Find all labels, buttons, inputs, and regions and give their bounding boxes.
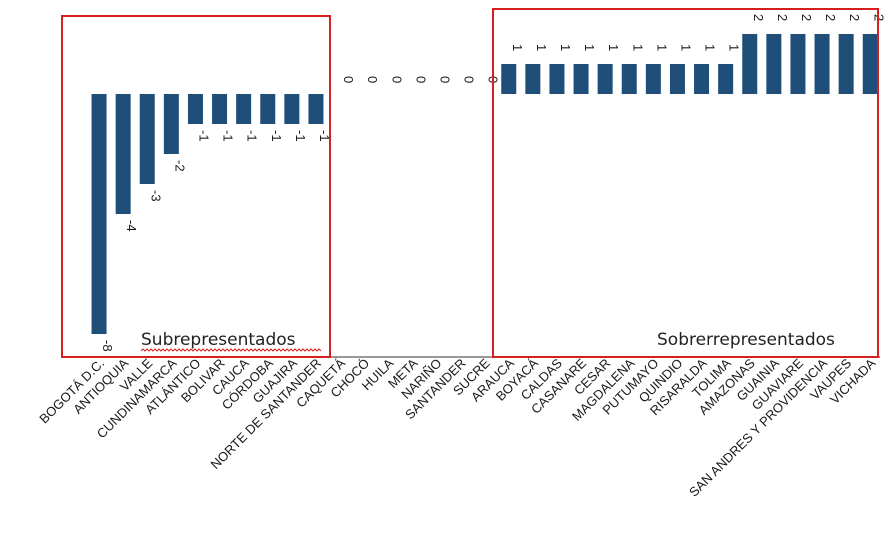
bar	[501, 64, 517, 94]
value-label: -1	[245, 130, 260, 142]
value-label: -8	[100, 340, 115, 352]
bar	[621, 64, 637, 94]
bar	[718, 64, 734, 94]
value-label: 0	[437, 76, 452, 83]
value-label: 1	[534, 44, 549, 51]
value-label: 1	[727, 44, 742, 51]
value-label: 2	[751, 14, 766, 21]
value-label: -1	[293, 130, 308, 142]
value-label: 2	[799, 14, 814, 21]
bar	[573, 64, 589, 94]
bar	[163, 94, 179, 154]
bar	[212, 94, 228, 124]
value-label: -1	[196, 130, 211, 142]
bar	[236, 94, 252, 124]
value-label: 2	[847, 14, 862, 21]
bar	[766, 34, 782, 94]
bar	[284, 94, 300, 124]
bar	[814, 34, 830, 94]
bar	[645, 64, 661, 94]
bar	[669, 64, 685, 94]
value-label: 2	[775, 14, 790, 21]
value-label: 1	[510, 44, 525, 51]
bar	[597, 64, 613, 94]
value-label: -4	[124, 220, 139, 232]
value-label: 0	[341, 76, 356, 83]
category-labels-group: BOGOTÁ D.C.ANTIOQUIAVALLECUNDINAMARCAATL…	[36, 355, 878, 499]
bar	[187, 94, 203, 124]
value-label: -1	[317, 130, 332, 142]
value-label: 1	[654, 44, 669, 51]
bar	[260, 94, 276, 124]
spellcheck-underline	[140, 348, 322, 352]
bar	[790, 34, 806, 94]
bar	[139, 94, 155, 184]
overrepresented-box	[492, 8, 879, 358]
value-label: 0	[365, 76, 380, 83]
value-label: 2	[823, 14, 838, 21]
bar	[862, 34, 878, 94]
bar	[742, 34, 758, 94]
bar	[525, 64, 541, 94]
value-label: 1	[558, 44, 573, 51]
underrepresented-box	[61, 15, 331, 358]
bar	[549, 64, 565, 94]
value-label: 1	[630, 44, 645, 51]
overrepresented-label: Sobrerrepresentados	[657, 330, 835, 350]
bars-group	[91, 34, 878, 334]
value-label: 0	[413, 76, 428, 83]
bar	[115, 94, 131, 214]
value-label: 1	[703, 44, 718, 51]
value-label: 0	[389, 76, 404, 83]
bar	[308, 94, 324, 124]
bar	[838, 34, 854, 94]
value-label: 1	[606, 44, 621, 51]
value-label: 0	[462, 76, 477, 83]
value-label: -2	[172, 160, 187, 172]
bar	[694, 64, 710, 94]
underrepresented-label: Subrepresentados	[141, 330, 296, 350]
value-label: -1	[269, 130, 284, 142]
value-label: 1	[582, 44, 597, 51]
value-label: -3	[148, 190, 163, 202]
bar	[91, 94, 107, 334]
value-label: -1	[221, 130, 236, 142]
value-label: 1	[678, 44, 693, 51]
